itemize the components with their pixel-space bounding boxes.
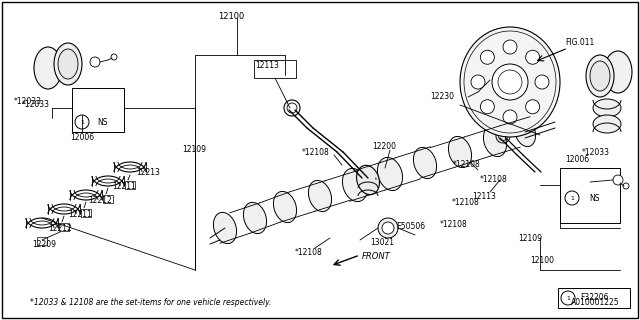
Bar <box>125 181 135 189</box>
Ellipse shape <box>449 136 472 168</box>
Ellipse shape <box>413 148 436 179</box>
Ellipse shape <box>460 27 560 137</box>
Bar <box>81 209 91 217</box>
Bar <box>254 60 296 78</box>
Text: 12113: 12113 <box>255 61 279 70</box>
Circle shape <box>111 54 117 60</box>
Text: F32206: F32206 <box>580 293 609 302</box>
Circle shape <box>471 75 485 89</box>
Circle shape <box>492 64 528 100</box>
Circle shape <box>481 50 494 64</box>
Circle shape <box>535 75 549 89</box>
Text: 12212: 12212 <box>88 196 112 205</box>
Ellipse shape <box>515 117 536 147</box>
Ellipse shape <box>213 212 237 244</box>
Bar <box>103 195 113 203</box>
Ellipse shape <box>593 115 621 133</box>
Ellipse shape <box>378 157 403 191</box>
Ellipse shape <box>273 191 296 223</box>
Ellipse shape <box>54 43 82 85</box>
Ellipse shape <box>342 168 367 202</box>
Text: NS: NS <box>589 194 600 203</box>
Text: 1: 1 <box>570 196 574 201</box>
Circle shape <box>90 57 100 67</box>
Circle shape <box>561 291 575 305</box>
Text: E50506: E50506 <box>396 222 425 231</box>
Text: *12033 & 12108 are the set-items for one vehicle respectively.: *12033 & 12108 are the set-items for one… <box>30 298 271 307</box>
Text: 12211: 12211 <box>112 182 136 191</box>
Bar <box>72 88 124 132</box>
Text: 12109: 12109 <box>182 145 206 154</box>
Circle shape <box>75 115 89 129</box>
Text: *12108: *12108 <box>295 248 323 257</box>
Text: *12108: *12108 <box>480 175 508 184</box>
Text: *12108: *12108 <box>453 160 481 169</box>
Text: 12213: 12213 <box>136 168 160 177</box>
Text: *12108: *12108 <box>302 148 330 157</box>
Bar <box>37 237 47 245</box>
Text: 12200: 12200 <box>372 142 396 151</box>
Circle shape <box>498 70 522 94</box>
Ellipse shape <box>586 55 614 97</box>
Bar <box>560 168 620 223</box>
Ellipse shape <box>58 49 78 79</box>
Circle shape <box>503 40 517 54</box>
Ellipse shape <box>34 47 62 89</box>
Circle shape <box>565 191 579 205</box>
Text: 12209: 12209 <box>32 240 56 249</box>
Text: 12006: 12006 <box>70 133 94 142</box>
Text: 12230: 12230 <box>430 92 454 101</box>
Text: 12113: 12113 <box>472 192 496 201</box>
Text: A010001225: A010001225 <box>572 298 620 307</box>
Ellipse shape <box>356 165 380 195</box>
Text: 1: 1 <box>80 119 84 124</box>
Ellipse shape <box>593 99 621 117</box>
Circle shape <box>503 110 517 124</box>
Circle shape <box>623 183 629 189</box>
Ellipse shape <box>308 180 332 212</box>
Text: *12033: *12033 <box>14 97 42 106</box>
Circle shape <box>382 222 394 234</box>
Text: *12033: *12033 <box>22 100 50 109</box>
Ellipse shape <box>483 125 507 156</box>
Text: *12033: *12033 <box>582 148 610 157</box>
Text: 12211: 12211 <box>68 210 92 219</box>
Text: 13021: 13021 <box>370 238 394 247</box>
Bar <box>558 288 630 308</box>
Circle shape <box>481 100 494 114</box>
Text: 12100: 12100 <box>218 12 244 21</box>
Circle shape <box>525 50 540 64</box>
Text: FRONT: FRONT <box>362 252 391 261</box>
Text: *12108: *12108 <box>452 198 480 207</box>
Text: 12006: 12006 <box>565 155 589 164</box>
Text: NS: NS <box>97 117 108 126</box>
Ellipse shape <box>243 203 267 234</box>
Text: 12109: 12109 <box>518 234 542 243</box>
Text: FIG.011: FIG.011 <box>565 38 595 47</box>
Ellipse shape <box>590 61 610 91</box>
Circle shape <box>378 218 398 238</box>
Text: 1: 1 <box>566 295 570 300</box>
Circle shape <box>613 175 623 185</box>
Bar <box>59 223 69 231</box>
Ellipse shape <box>604 51 632 93</box>
Circle shape <box>525 100 540 114</box>
Text: 12100: 12100 <box>530 256 554 265</box>
Text: *12108: *12108 <box>440 220 468 229</box>
Text: 12212: 12212 <box>48 224 72 233</box>
